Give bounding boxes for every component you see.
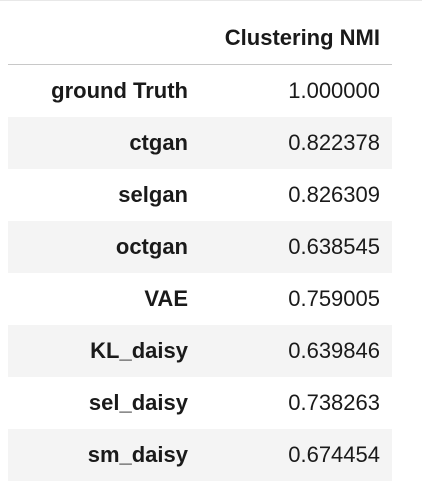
header-row: Clustering NMI <box>8 12 392 65</box>
column-header-clustering-nmi: Clustering NMI <box>200 12 392 65</box>
results-table: Clustering NMI ground Truth 1.000000 ctg… <box>8 12 392 481</box>
row-label: selgan <box>118 181 188 207</box>
row-label: ctgan <box>129 129 188 155</box>
row-label: VAE <box>144 285 188 311</box>
table-row: VAE 0.759005 <box>8 273 392 325</box>
index-header <box>8 12 200 65</box>
top-divider <box>0 0 422 1</box>
table-row: octgan 0.638545 <box>8 220 392 273</box>
row-label: octgan <box>115 233 188 259</box>
row-value: 0.674454 <box>288 441 380 467</box>
row-value: 0.738263 <box>288 389 380 415</box>
row-value: 1.000000 <box>288 77 380 103</box>
table-body: ground Truth 1.000000 ctgan 0.822378 sel… <box>8 65 392 481</box>
row-value: 0.639846 <box>288 337 380 363</box>
table-header: Clustering NMI <box>8 12 392 65</box>
table-row: selgan 0.826309 <box>8 169 392 221</box>
row-value: 0.826309 <box>288 181 380 207</box>
table-row: sel_daisy 0.738263 <box>8 377 392 429</box>
table-row: ground Truth 1.000000 <box>8 65 392 117</box>
row-value: 0.759005 <box>288 285 380 311</box>
row-value: 0.638545 <box>288 233 380 259</box>
row-value: 0.822378 <box>288 129 380 155</box>
row-label: sm_daisy <box>87 441 188 467</box>
table-row: sm_daisy 0.674454 <box>8 428 392 481</box>
table-row: ctgan 0.822378 <box>8 116 392 169</box>
row-label: sel_daisy <box>88 389 188 415</box>
row-label: KL_daisy <box>90 337 188 363</box>
table-row: KL_daisy 0.639846 <box>8 324 392 377</box>
row-label: ground Truth <box>51 77 188 103</box>
